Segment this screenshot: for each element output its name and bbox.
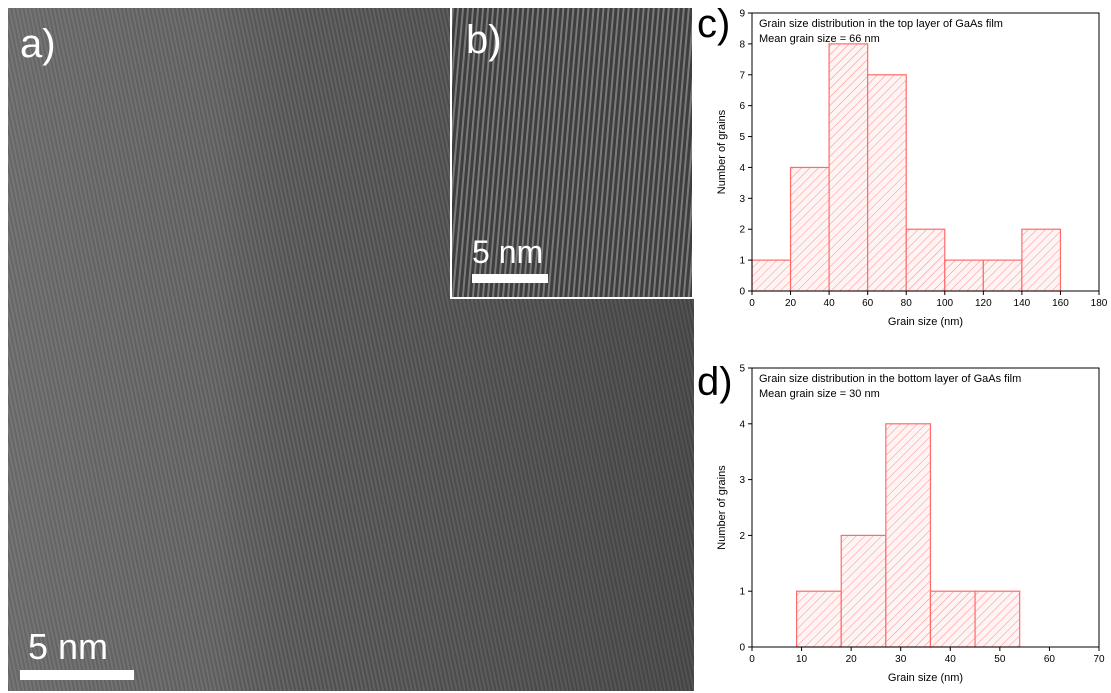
x-tick-label: 40 [945, 654, 957, 665]
histogram-bar [867, 74, 907, 292]
y-tick-label: 5 [739, 364, 745, 375]
x-axis-label: Grain size (nm) [888, 672, 963, 684]
y-tick-label: 6 [739, 101, 745, 112]
y-tick-label: 3 [739, 475, 745, 486]
x-tick-label: 160 [1052, 298, 1069, 309]
y-tick-label: 7 [739, 70, 745, 81]
y-tick-label: 0 [739, 643, 745, 654]
x-tick-label: 30 [895, 654, 907, 665]
y-tick-label: 8 [739, 39, 745, 50]
x-tick-label: 50 [994, 654, 1006, 665]
y-tick-label: 0 [739, 287, 745, 298]
x-tick-label: 40 [824, 298, 836, 309]
chart-title: Grain size distribution in the top layer… [759, 18, 1003, 30]
scale-bar-label-a: 5 nm [28, 626, 109, 667]
x-tick-label: 0 [749, 654, 755, 665]
histogram-bar [840, 534, 887, 648]
x-tick-label: 20 [785, 298, 797, 309]
chart-subtitle: Mean grain size = 66 nm [759, 33, 880, 45]
x-tick-label: 60 [862, 298, 874, 309]
x-tick-label: 120 [975, 298, 992, 309]
histogram-bar [796, 590, 842, 648]
panel-label-a: a) [20, 22, 56, 66]
y-tick-label: 1 [739, 256, 745, 267]
x-tick-label: 100 [936, 298, 953, 309]
y-tick-label: 4 [739, 163, 745, 174]
x-tick-label: 0 [749, 298, 755, 309]
y-tick-label: 3 [739, 194, 745, 205]
histogram-bar [974, 590, 1021, 648]
plot-frame [751, 12, 1100, 292]
y-tick-label: 4 [739, 419, 745, 430]
x-axis-label: Grain size (nm) [888, 316, 963, 328]
scale-bar-b [472, 274, 548, 283]
histogram-bar [905, 228, 946, 292]
y-axis-label: Number of grains [716, 109, 728, 194]
histogram-bar [751, 259, 792, 292]
y-axis-label: Number of grains [716, 465, 728, 550]
histogram-bar [982, 259, 1023, 292]
histogram-bar [929, 590, 976, 648]
x-tick-label: 180 [1091, 298, 1108, 309]
tem-image-b: b) 5 nm [450, 6, 694, 299]
y-tick-label: 2 [739, 225, 745, 236]
panel-label-c: c) [697, 2, 731, 46]
x-tick-label: 20 [846, 654, 858, 665]
histogram-bar [944, 259, 984, 292]
x-tick-label: 140 [1014, 298, 1031, 309]
plot-frame [751, 367, 1100, 648]
panel-label-b: b) [466, 18, 502, 62]
chart-subtitle: Mean grain size = 30 nm [759, 388, 880, 400]
y-tick-label: 5 [739, 132, 745, 143]
y-tick-label: 1 [739, 587, 745, 598]
scale-bar-a [20, 670, 134, 680]
histogram-bar [828, 43, 869, 292]
histogram-bar [885, 423, 932, 648]
histogram-bar [789, 166, 830, 292]
histogram-top-layer: 0 20 40 60 80 100 120 140 160 180 0 1 2 3 4 5 6 7 8 9 Grain … [716, 9, 1108, 329]
chart-title: Grain size distribution in the bottom la… [759, 373, 1021, 385]
x-tick-label: 60 [1044, 654, 1056, 665]
scale-bar-label-b: 5 nm [472, 234, 544, 270]
x-tick-label: 70 [1093, 654, 1105, 665]
x-tick-label: 80 [901, 298, 913, 309]
y-tick-label: 2 [739, 531, 745, 542]
x-tick-label: 10 [796, 654, 808, 665]
tem-lattice-texture-b [452, 8, 692, 297]
y-tick-label: 9 [739, 9, 745, 20]
panel-label-d: d) [697, 360, 733, 404]
histogram-bottom-layer: 0 10 20 30 40 50 60 70 0 1 2 3 4 5 Grain size distribu… [716, 364, 1105, 685]
histogram-bar [1021, 228, 1062, 292]
